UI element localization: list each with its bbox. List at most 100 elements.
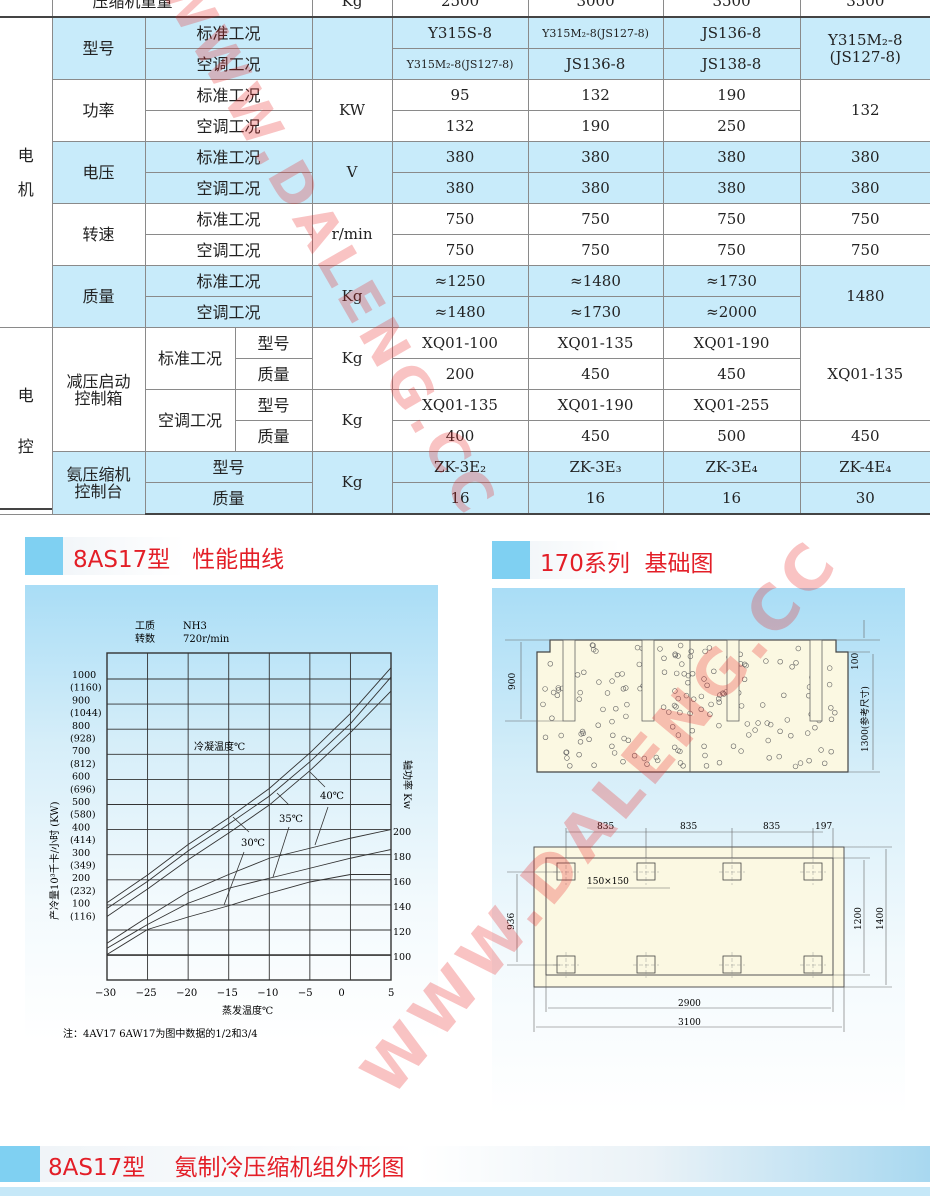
cell: XQ01-190: [527, 389, 664, 421]
starter-row: 质量 400 450 500 450: [0, 420, 930, 452]
cell: 750: [662, 203, 801, 235]
cell: 250: [662, 110, 801, 142]
y-left-tick-label: (349): [70, 861, 96, 872]
y-right-tick-label: 180: [393, 852, 411, 863]
aggregate-circle: [621, 735, 627, 742]
aggregate-circle: [711, 668, 717, 674]
y-left-tick-label: 1000: [72, 670, 96, 681]
aggregate-circle: [614, 671, 621, 678]
aggregate-circle: [680, 763, 686, 769]
condition-label: 标准工况: [144, 327, 236, 390]
aggregate-circle: [641, 755, 647, 762]
unit: r/min: [311, 203, 393, 266]
aggregate-circle: [828, 716, 835, 722]
capacity-line-40c: [106, 690, 392, 917]
dim-900: 900: [508, 673, 518, 690]
sub-label: 质量: [234, 358, 313, 390]
motor-voltage-row: 电压 标准工况 V 380 380 380 380: [0, 141, 930, 204]
cell: 3000: [527, 0, 664, 18]
series-label-30: 30℃: [241, 838, 265, 849]
aggregate-circle: [644, 761, 650, 767]
aggregate-circle: [789, 664, 795, 670]
aggregate-circle: [743, 662, 749, 669]
aggregate-circle: [677, 642, 684, 649]
motor-model-row: 电 机 型号 标准工况 Y315S-8 Y315M₂-8(JS127-8) JS…: [0, 16, 930, 328]
x-tick-label: −5: [298, 988, 313, 999]
aggregate-circle: [717, 692, 723, 698]
unit: Kg: [311, 265, 393, 328]
cell: XQ01-100: [391, 327, 529, 359]
weight-label: 压缩机重量: [51, 0, 313, 18]
cell: 380: [662, 141, 801, 173]
cell: JS136-8: [527, 48, 664, 80]
aggregate-circle: [685, 672, 692, 679]
aggregate-circle: [609, 743, 615, 749]
aggregate-circle: [611, 750, 618, 756]
cell: Y315M₂-8 (JS127-8): [799, 16, 930, 80]
section-header-foundation: 170系列 基础图: [492, 541, 812, 579]
sub-label: 型号: [144, 451, 313, 483]
aggregate-circle: [777, 728, 783, 734]
aggregate-circle: [673, 670, 680, 677]
aggregate-circle: [716, 759, 723, 766]
row-label: 减压启动 控制箱: [51, 327, 146, 452]
y-left-tick-label: (928): [70, 734, 96, 745]
console-row: 质量 16 16 16 30: [0, 482, 930, 515]
cell: 200: [391, 358, 529, 390]
y-left-tick-label: (696): [70, 784, 96, 795]
aggregate-circle: [764, 720, 770, 726]
aggregate-circle: [788, 732, 794, 739]
aggregate-circle: [685, 679, 691, 686]
dim-1200: 1200: [854, 907, 864, 930]
cell: 190: [662, 79, 801, 111]
row-label: 电压: [51, 141, 146, 204]
cell: JS136-8: [662, 16, 801, 49]
cell: XQ01-135: [527, 327, 664, 359]
aggregate-circle: [795, 645, 801, 652]
cell: ≈1480: [391, 296, 529, 328]
starter-row: 电 控 减压启动 控制箱 标准工况 型号 Kg XQ01-100 XQ01-13…: [0, 327, 930, 515]
elevation-view: 900 100 1300(参考尺寸): [505, 620, 880, 773]
cell: 750: [799, 234, 930, 266]
capacity-line-35c: [106, 676, 392, 909]
series-label-40: 40℃: [320, 791, 344, 802]
x-axis-title: 蒸发温度℃: [222, 1004, 273, 1017]
cell: ZK-3E₂: [391, 451, 529, 483]
dim-1300: 1300(参考尺寸): [859, 686, 871, 752]
weight-row: 压缩机重量 Kg 2500 3000 3500 3500: [0, 0, 930, 18]
starter-row: 质量 200 450 450: [0, 358, 930, 390]
cell: 380: [527, 141, 664, 173]
medium-label: 工质: [135, 620, 155, 632]
aggregate-circle: [631, 752, 638, 759]
cell: 400: [391, 420, 529, 452]
dim-2900: 2900: [678, 999, 701, 1009]
y-left-tick-label: 300: [72, 848, 90, 859]
condition-label: 标准工况: [144, 141, 313, 173]
aggregate-circle: [660, 704, 667, 710]
aggregate-circle: [661, 669, 668, 675]
cell: 380: [799, 141, 930, 173]
y-left-tick-label: 600: [72, 772, 90, 783]
aggregate-circle: [581, 669, 587, 675]
aggregate-circle: [818, 747, 824, 753]
aggregate-circle: [741, 661, 748, 667]
aggregate-circle: [720, 690, 726, 696]
cell: 380: [391, 141, 529, 173]
condition-label: 标准工况: [144, 16, 313, 49]
sub-label: 质量: [144, 482, 313, 515]
aggregate-circle: [701, 743, 707, 749]
aggregate-circle: [624, 701, 630, 708]
aggregate-circle: [687, 710, 693, 717]
y-left-tick-label: 900: [72, 695, 90, 706]
aggregate-circle: [661, 655, 667, 661]
aggregate-circle: [550, 689, 557, 696]
cell: XQ01-135: [391, 389, 529, 421]
x-tick-label: −20: [176, 988, 197, 999]
series-label-35: 35℃: [279, 814, 303, 825]
aggregate-circle: [609, 718, 615, 725]
aggregate-circle: [716, 699, 722, 705]
aggregate-circle: [806, 757, 812, 764]
x-tick-label: −30: [95, 988, 116, 999]
power-line-40c: [106, 829, 392, 944]
aggregate-circle: [804, 730, 811, 736]
